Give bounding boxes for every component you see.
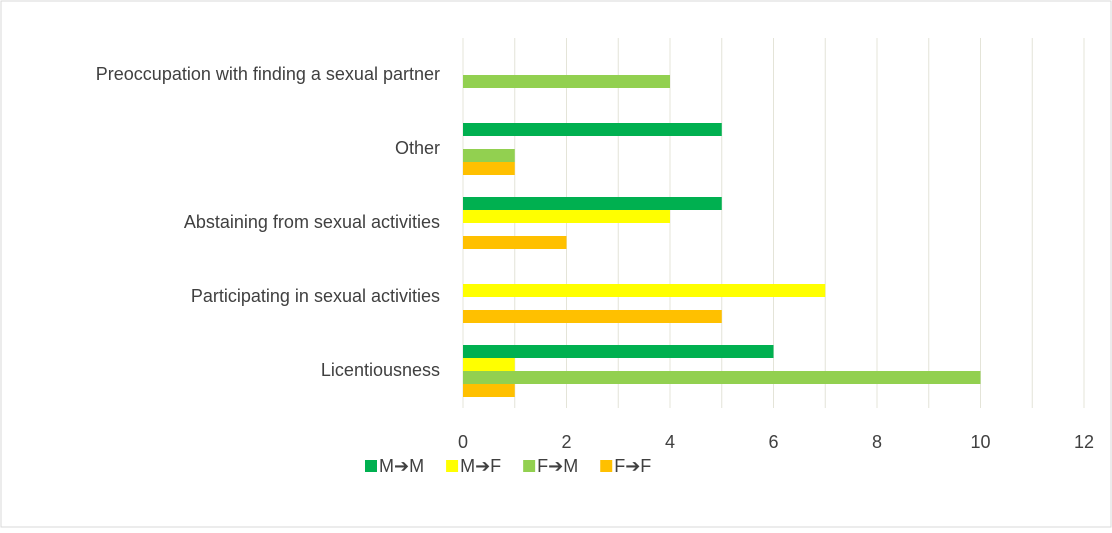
legend-label: M➔F — [460, 456, 501, 476]
bar — [463, 236, 567, 249]
category-label: Licentiousness — [321, 360, 440, 380]
category-label: Abstaining from sexual activities — [184, 212, 440, 232]
legend-label: F➔F — [614, 456, 651, 476]
x-tick-label: 10 — [970, 432, 990, 452]
legend-swatch — [600, 460, 613, 472]
category-label: Other — [395, 138, 440, 158]
legend-label: M➔M — [379, 456, 424, 476]
bar — [463, 123, 722, 136]
x-tick-label: 0 — [458, 432, 468, 452]
legend-swatch — [365, 460, 377, 472]
bar — [463, 310, 722, 323]
bar — [463, 162, 515, 175]
x-tick-label: 8 — [872, 432, 882, 452]
bar — [463, 75, 670, 88]
bar — [463, 284, 826, 297]
bar — [463, 197, 722, 210]
bar — [463, 149, 515, 162]
legend-label: F➔M — [537, 456, 578, 476]
legend-swatch — [446, 460, 459, 472]
bar — [463, 358, 515, 371]
x-tick-label: 2 — [561, 432, 571, 452]
x-tick-label: 12 — [1074, 432, 1094, 452]
bar — [463, 371, 981, 384]
x-tick-label: 6 — [768, 432, 778, 452]
category-label: Preoccupation with finding a sexual part… — [96, 64, 440, 84]
bar — [463, 210, 670, 223]
x-tick-label: 4 — [665, 432, 675, 452]
bar — [463, 345, 774, 358]
bar — [463, 384, 515, 397]
category-label: Participating in sexual activities — [191, 286, 440, 306]
legend-swatch — [523, 460, 536, 472]
